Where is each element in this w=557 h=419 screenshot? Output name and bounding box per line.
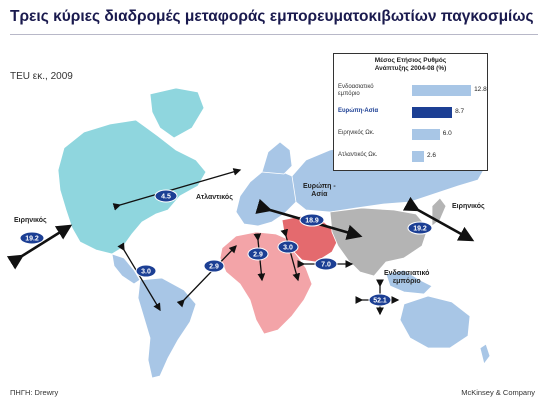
route-arrow-atlantic-south: [176, 245, 237, 308]
chart-title-line2: Ανάπτυξης 2004-08 (%): [374, 65, 447, 72]
label-pacific-right: Ειρηνικός: [452, 203, 485, 210]
label-europe-asia-line1: Ευρώπη -: [303, 183, 336, 190]
route-arrow-americas: [117, 242, 161, 312]
chart-bar: [412, 107, 453, 118]
chart-category-line: Ειρηνικός Ωκ.: [338, 130, 375, 136]
route-value-intra-asia: 52.1: [373, 298, 387, 305]
route-value-middle-east: 3.0: [283, 245, 293, 252]
label-intra-asia-line1: Ενδοασιατικό: [384, 270, 430, 277]
label-europe-asia-line2: Ασία: [311, 191, 328, 198]
chart-title: Μέσος Ετήσιος Ρυθμός Ανάπτυξης 2004-08 (…: [334, 57, 487, 73]
page-title: Τρεις κύριες διαδρομές μεταφοράς εμπορευ…: [10, 8, 534, 25]
scandinavia-region: [261, 141, 293, 175]
unit-label: TEU εκ., 2009: [10, 71, 73, 82]
chart-category-line: Ενδοασιατικό: [338, 84, 374, 90]
chart-row: Ατλαντικός Ωκ. 2.6: [334, 150, 487, 168]
chart-bar: [412, 85, 472, 96]
chart-value-label: 12.8: [474, 86, 487, 93]
route-value-asia-middle-east: 7.0: [321, 262, 331, 269]
chart-category-label: Ενδοασιατικό εμπόριο: [338, 84, 410, 98]
chart-row: Ευρώπη-Ασία 8.7: [334, 106, 487, 124]
route-badge-europe-africa: 2.9: [247, 247, 269, 261]
chart-value-label: 6.0: [442, 130, 452, 137]
chart-category-line: Ατλαντικός Ωκ.: [338, 152, 378, 158]
label-intra-asia: Ενδοασιατικό εμπόριο: [384, 270, 429, 286]
route-badge-pacific-left: 19.2: [19, 231, 45, 245]
australia-region: [399, 295, 471, 349]
asia-region: [329, 207, 429, 277]
chart-category-line: Ευρώπη-Ασία: [338, 108, 379, 114]
chart-bar: [412, 129, 440, 140]
route-value-europe-africa: 2.9: [253, 252, 263, 259]
route-arrow-pacific-right: [402, 196, 475, 242]
chart-category-label: Ατλαντικός Ωκ.: [338, 152, 410, 159]
south-america-region: [137, 277, 197, 379]
chart-category-label: Ευρώπη-Ασία: [338, 108, 410, 115]
label-pacific-left: Ειρηνικός: [14, 217, 47, 224]
europe-region: [235, 169, 301, 227]
label-atlantic: Ατλαντικός: [196, 194, 233, 201]
chart-value-label: 2.6: [427, 152, 437, 159]
publisher-note: McKinsey & Company: [461, 388, 535, 397]
greenland-region: [149, 87, 205, 139]
chart-row: Ενδοασιατικό εμπόριο 12.8: [334, 84, 487, 102]
chart-category-label: Ειρηνικός Ωκ.: [338, 130, 410, 137]
route-badges: 4.5 19.2 19.2 18.9 3.0 2.9 2.9 3.0 7.0 52.1: [19, 189, 433, 307]
route-badge-atlantic-south: 2.9: [203, 259, 225, 273]
route-value-atlantic-south: 2.9: [209, 264, 219, 271]
source-note: ΠΗΓΗ: Drewry: [10, 388, 59, 397]
chart-row: Ειρηνικός Ωκ. 6.0: [334, 128, 487, 146]
label-europe-asia: Ευρώπη - Ασία: [303, 183, 336, 199]
route-value-europe-asia: 18.9: [305, 218, 319, 225]
se-asia-region: [385, 269, 433, 295]
title-divider: [10, 34, 538, 35]
chart-category-line: εμπόριο: [338, 91, 360, 97]
route-badge-atlantic: 4.5: [154, 189, 178, 203]
route-badge-asia-middle-east: 7.0: [314, 257, 338, 271]
route-badge-intra-asia: 52.1: [368, 293, 392, 307]
growth-rate-chart: Μέσος Ετήσιος Ρυθμός Ανάπτυξης 2004-08 (…: [333, 53, 488, 171]
chart-bar: [412, 151, 424, 162]
route-arrow-atlantic: [112, 168, 242, 211]
route-value-americas: 3.0: [141, 269, 151, 276]
chart-title-line1: Μέσος Ετήσιος Ρυθμός: [374, 57, 447, 64]
route-arrow-pacific-left: [6, 224, 73, 270]
route-badge-middle-east: 3.0: [277, 240, 299, 254]
label-intra-asia-line2: εμπόριο: [392, 278, 421, 285]
chart-value-label: 8.7: [455, 108, 465, 115]
route-badge-americas: 3.0: [135, 264, 157, 278]
new-zealand-region: [479, 343, 491, 365]
route-value-atlantic: 4.5: [161, 194, 171, 201]
route-value-pacific-right: 19.2: [413, 226, 427, 233]
route-value-pacific-left: 19.2: [25, 236, 39, 243]
route-badge-pacific-right: 19.2: [407, 221, 433, 235]
route-badge-europe-asia: 18.9: [299, 213, 325, 227]
